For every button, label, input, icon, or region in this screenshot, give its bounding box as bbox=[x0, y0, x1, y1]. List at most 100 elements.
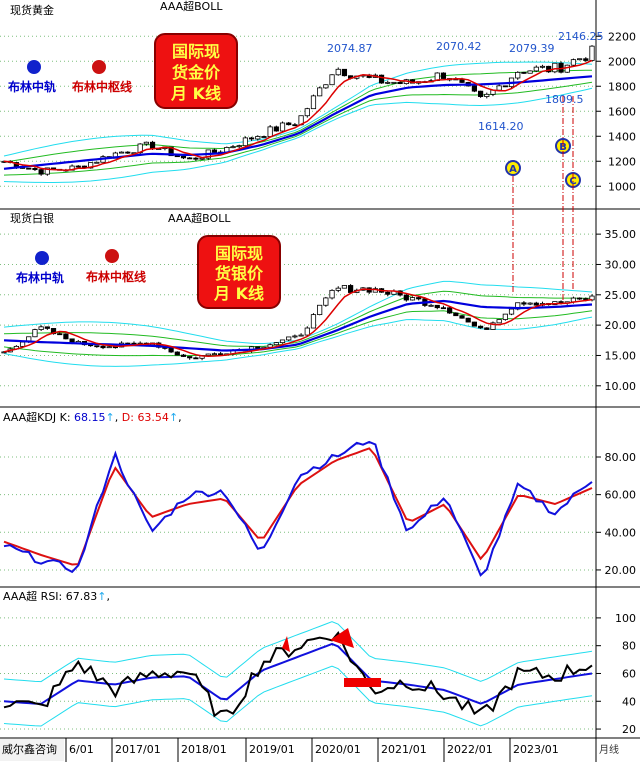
silver-candle-body bbox=[298, 334, 304, 337]
gold-candle-body bbox=[385, 81, 391, 84]
x-tick-label: 2017/01 bbox=[115, 743, 161, 756]
silver-candle-body bbox=[403, 294, 409, 301]
gold-candle-body bbox=[149, 141, 156, 150]
gold-candle-body bbox=[329, 74, 335, 86]
gold-candle-body bbox=[527, 70, 533, 74]
svg-text:A: A bbox=[509, 164, 517, 175]
silver-candle-body bbox=[1, 351, 7, 354]
silver-y-tick-label: 35.00 bbox=[605, 228, 637, 241]
kdj-k-line bbox=[3, 440, 593, 577]
x-tick-label: 2022/01 bbox=[447, 743, 493, 756]
rsi-title-prefix: AAA超 RSI: bbox=[3, 589, 66, 603]
silver-title: 现货白银 bbox=[10, 211, 54, 225]
silver-candle-body bbox=[174, 351, 180, 356]
rsi-overbought-mark bbox=[330, 628, 354, 648]
silver-candle-body bbox=[279, 339, 286, 344]
gold-candle-body bbox=[589, 45, 595, 61]
gold-candle-body bbox=[397, 81, 403, 85]
rsi-title: AAA超 RSI: 67.83↑, bbox=[3, 589, 110, 603]
gold-candle-body bbox=[471, 85, 478, 92]
silver-legend: 布林中轨 布林中枢线 bbox=[16, 249, 146, 285]
kdj-y-tick-label: 40.00 bbox=[605, 526, 637, 539]
silver-candle-body bbox=[434, 304, 440, 309]
silver-candle-body bbox=[205, 353, 211, 356]
blue-ball-icon bbox=[35, 251, 49, 265]
silver-candle-body bbox=[100, 345, 106, 349]
silver-label-line-3: 月 K线 bbox=[213, 284, 264, 303]
kdj-d-value: 63.54 bbox=[137, 411, 169, 424]
x-tick-label: 2020/01 bbox=[315, 743, 361, 756]
silver-candle-body bbox=[323, 297, 329, 306]
silver-candle-body bbox=[496, 319, 502, 324]
silver-candle-body bbox=[465, 317, 471, 323]
silver-candle-body bbox=[255, 346, 261, 349]
gold-candle-body bbox=[75, 165, 81, 168]
kdj-lines-layer bbox=[3, 440, 593, 577]
silver-candle-body bbox=[385, 291, 391, 295]
silver-candle-body bbox=[533, 302, 539, 306]
gold-candle-body bbox=[273, 126, 279, 132]
silver-candle-body bbox=[180, 354, 187, 357]
silver-candle-body bbox=[94, 345, 100, 348]
silver-candle-body bbox=[341, 285, 348, 289]
silver-indicator-name: AAA超BOLL bbox=[168, 211, 231, 225]
silver-candle-body bbox=[484, 327, 490, 330]
gold-candle-body bbox=[323, 84, 329, 89]
silver-candle-body bbox=[508, 308, 515, 315]
silver-label-line-2: 货银价 bbox=[215, 264, 264, 283]
gold-candle-body bbox=[125, 151, 131, 154]
x-tick-label: 2018/01 bbox=[181, 743, 227, 756]
rsi-slow-line bbox=[3, 642, 593, 705]
silver-candle-body bbox=[292, 335, 298, 338]
gold-candle-body bbox=[248, 137, 255, 140]
rsi-fast-line bbox=[3, 631, 593, 718]
gold-candle-body bbox=[187, 157, 193, 160]
silver-candle-body bbox=[335, 287, 341, 291]
silver-y-tick-label: 15.00 bbox=[605, 349, 637, 362]
silver-candle-body bbox=[286, 336, 292, 341]
x-tick-label: 2023/01 bbox=[513, 743, 559, 756]
gold-candle-body bbox=[119, 151, 125, 154]
silver-candle-body bbox=[477, 325, 484, 329]
silver-candle-body bbox=[310, 314, 317, 329]
silver-legend-ma: 布林中枢线 bbox=[86, 269, 146, 284]
gold-candle-body bbox=[391, 81, 397, 84]
silver-candle-body bbox=[32, 329, 38, 338]
gold-y-tick-label: 1600 bbox=[608, 105, 636, 118]
silver-candle-body bbox=[44, 326, 50, 329]
gold-candle-body bbox=[533, 66, 539, 72]
silver-candle-body bbox=[471, 321, 478, 327]
gold-candle-body bbox=[564, 64, 570, 73]
silver-candle-body bbox=[459, 315, 465, 319]
gold-candle-body bbox=[180, 155, 187, 159]
gold-candle-body bbox=[378, 74, 385, 84]
silver-candle-body bbox=[521, 302, 527, 305]
silver-candle-body bbox=[416, 297, 422, 300]
gold-indicator-name: AAA超BOLL bbox=[160, 0, 223, 13]
gold-candle-body bbox=[552, 62, 558, 73]
gold-y-tick-label: 1000 bbox=[608, 180, 636, 193]
rsi-value: 67.83 bbox=[66, 590, 98, 603]
x-tick-label: 2021/01 bbox=[381, 743, 427, 756]
silver-candle-body bbox=[106, 346, 112, 349]
kdj-y-tick-label: 20.00 bbox=[605, 564, 637, 577]
brand-label: 威尔鑫咨询 bbox=[2, 742, 57, 756]
silver-candle-body bbox=[428, 304, 434, 307]
silver-candle-body bbox=[577, 297, 583, 300]
gold-candle-body bbox=[211, 149, 218, 153]
silver-candle-body bbox=[453, 312, 459, 317]
silver-y-tick-label: 25.00 bbox=[605, 289, 637, 302]
silver-candle-body bbox=[317, 304, 323, 316]
rsi-y-tick-label: 80 bbox=[622, 640, 636, 653]
silver-candle-body bbox=[502, 313, 508, 320]
gold-y-tick-label: 2200 bbox=[608, 30, 636, 43]
gold-mid-line bbox=[3, 75, 593, 170]
gold-candle-body bbox=[26, 167, 32, 170]
gold-candle-body bbox=[577, 58, 583, 61]
kdj-title-prefix: AAA超KDJ K: bbox=[3, 410, 74, 424]
gold-legend-mid: 布林中轨 bbox=[8, 79, 56, 94]
silver-y-tick-label: 20.00 bbox=[605, 319, 637, 332]
silver-candle-body bbox=[329, 289, 335, 299]
silver-ma-line bbox=[3, 288, 593, 357]
